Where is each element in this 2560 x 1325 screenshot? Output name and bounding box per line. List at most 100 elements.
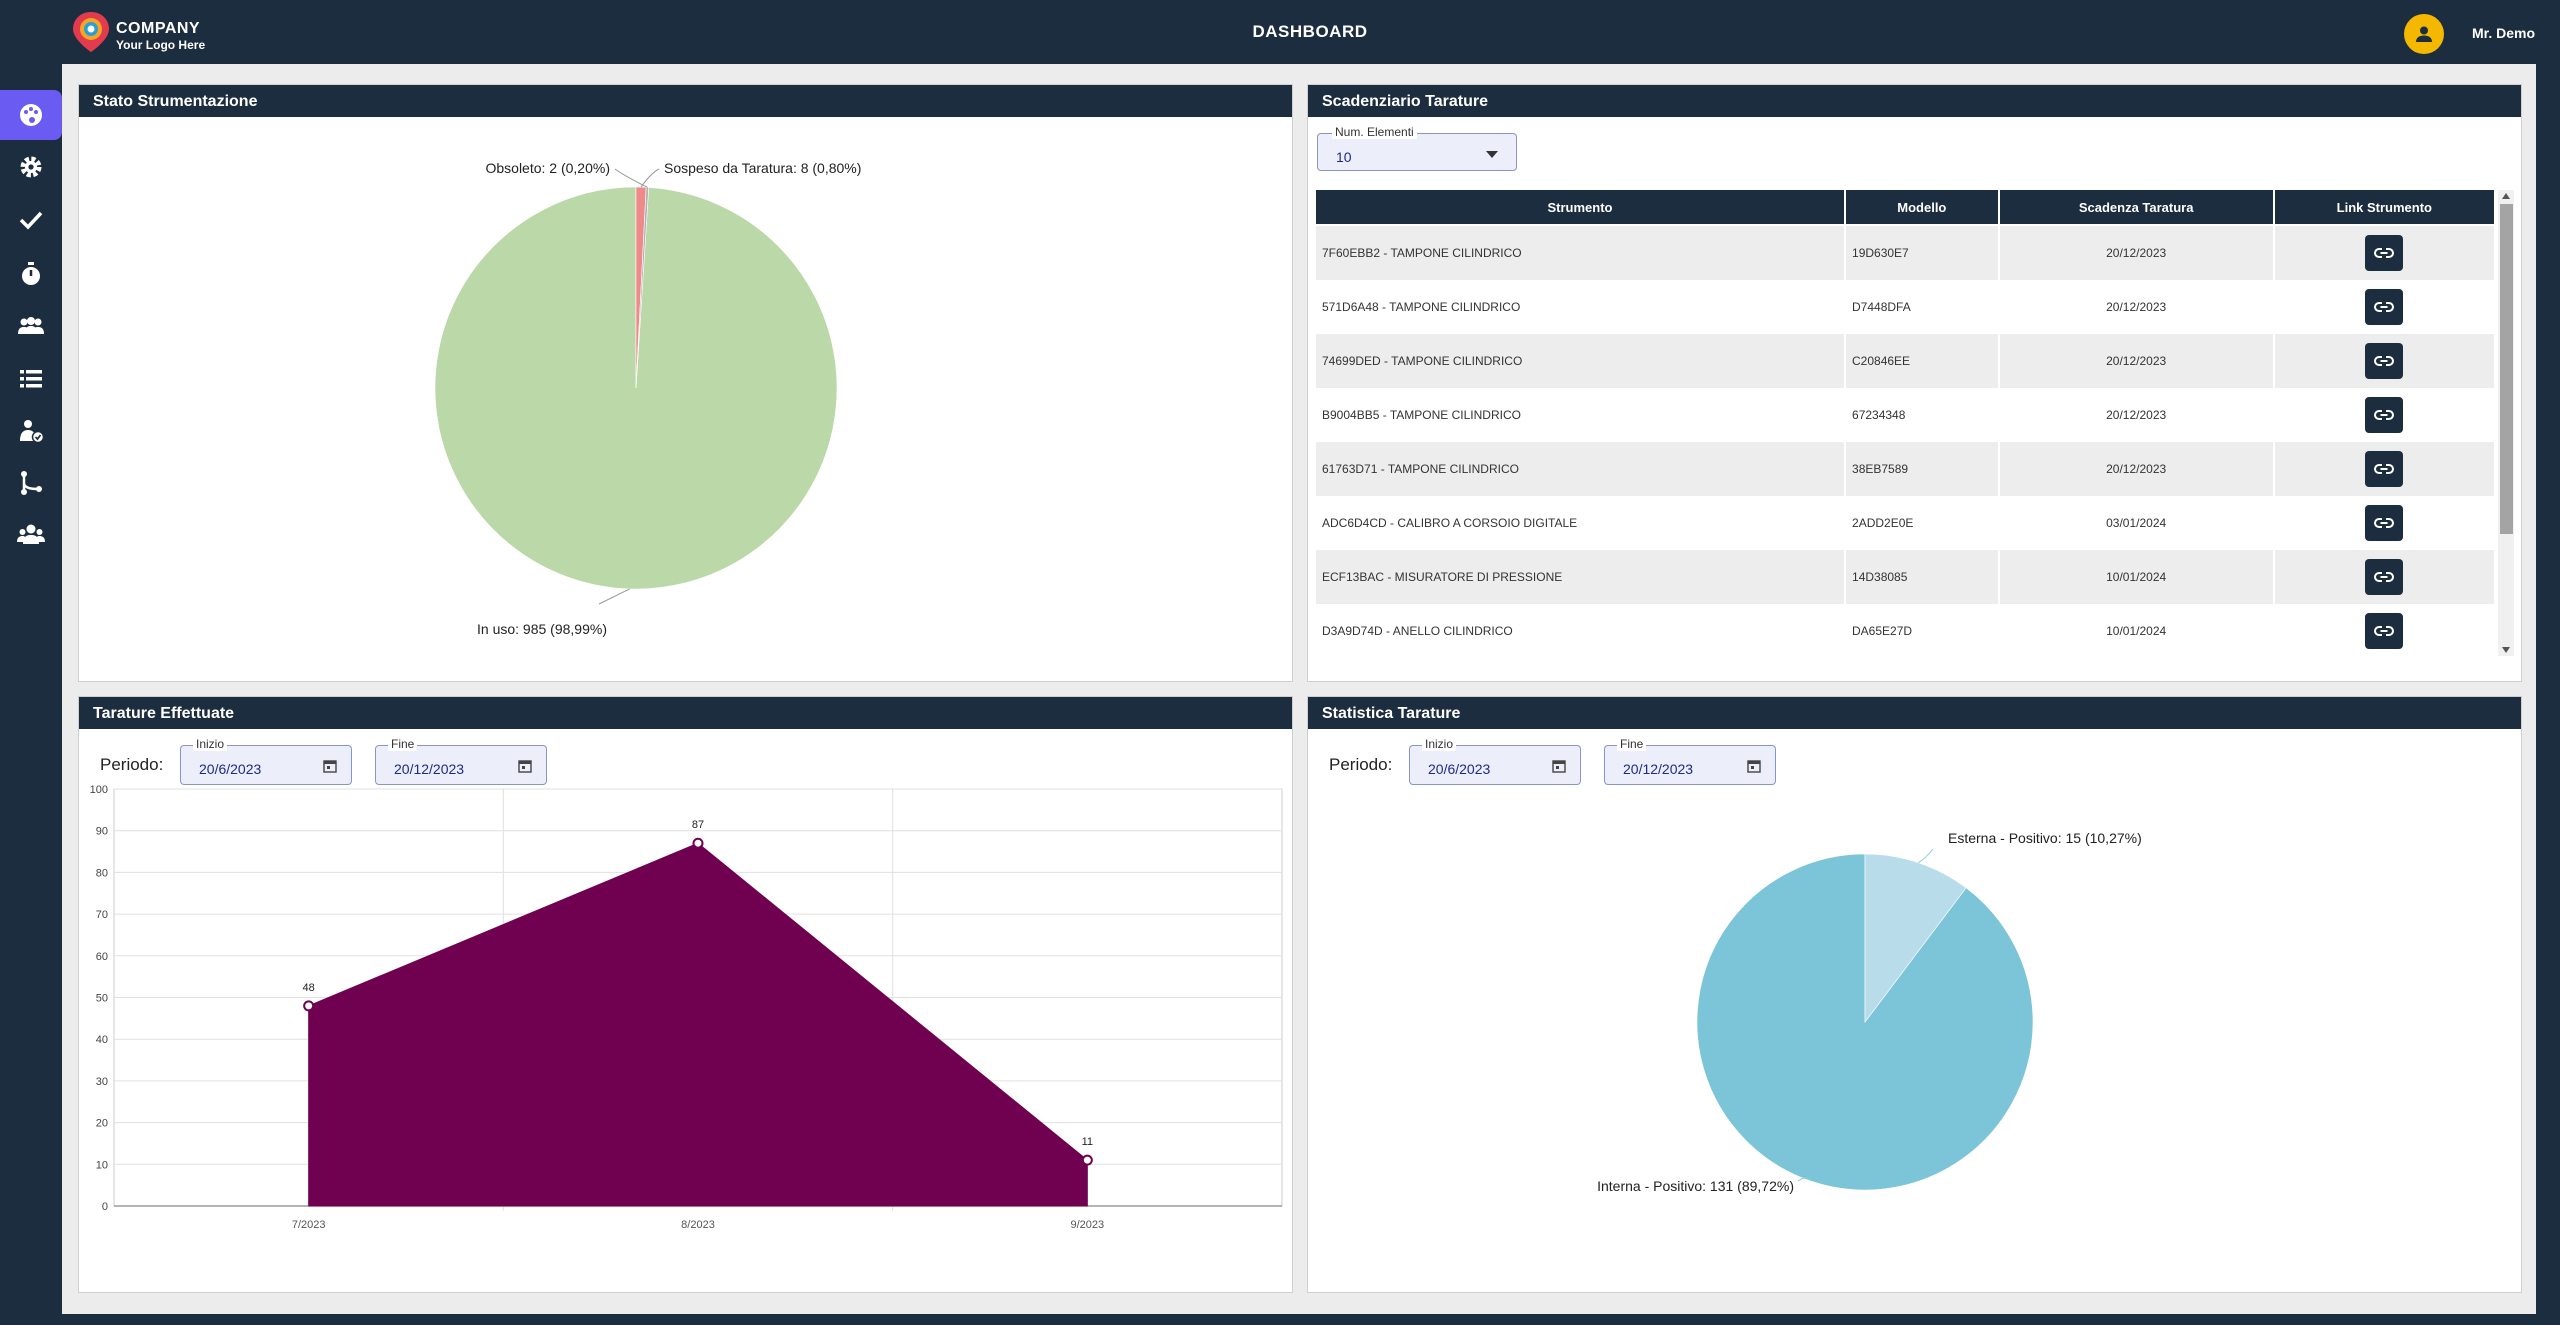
- calendar-icon[interactable]: [323, 759, 337, 773]
- sidebar-item-user-check[interactable]: [0, 406, 62, 456]
- link-strumento-button[interactable]: [2365, 235, 2404, 271]
- calendar-icon[interactable]: [518, 759, 532, 773]
- scadenza-cell: 20/12/2023: [2106, 408, 2167, 422]
- scroll-up-icon[interactable]: [2502, 193, 2510, 199]
- calendar-icon[interactable]: [1552, 759, 1566, 773]
- branch-icon: [21, 471, 42, 495]
- stopwatch-icon: [22, 262, 40, 285]
- x-tick-label: 7/2023: [292, 1219, 326, 1231]
- scadenziario-table: Strumento Modello Scadenza Taratura Link…: [1314, 190, 2496, 658]
- link-icon: [2374, 302, 2395, 312]
- link-strumento-button[interactable]: [2365, 451, 2404, 487]
- stato-card: Stato Strumentazione In uso: 985 (98,99%…: [78, 84, 1293, 682]
- pie-slice-label: Interna - Positivo: 131 (89,72%): [1597, 1178, 1794, 1194]
- pie-slice-label: In uso: 985 (98,99%): [477, 621, 607, 637]
- pie-slice-label: Obsoleto: 2 (0,20%): [485, 160, 610, 176]
- inizio-label: Inizio: [193, 737, 228, 751]
- sidebar-item-branch[interactable]: [0, 458, 62, 508]
- avatar[interactable]: [2404, 14, 2444, 54]
- sidebar-item-team[interactable]: [0, 510, 62, 560]
- company-tagline: Your Logo Here: [116, 38, 206, 52]
- select-label: Num. Elementi: [1332, 125, 1417, 139]
- strumento-cell: 61763D71 - TAMPONE CILINDRICO: [1316, 442, 1845, 496]
- scadenza-cell: 03/01/2024: [2106, 516, 2167, 530]
- data-point[interactable]: [1081, 1154, 1093, 1166]
- link-strumento-button[interactable]: [2365, 289, 2404, 325]
- link-icon: [2374, 248, 2395, 258]
- palette-icon: [20, 104, 42, 126]
- link-icon: [2374, 572, 2395, 582]
- modello-cell: 19D630E7: [1846, 226, 1998, 280]
- fine-value: 20/12/2023: [394, 761, 465, 777]
- y-tick-label: 90: [96, 826, 108, 838]
- link-strumento-button[interactable]: [2365, 397, 2404, 433]
- scadenza-cell: 20/12/2023: [1999, 226, 2273, 280]
- link-cell: [2275, 604, 2494, 658]
- table-scrollbar[interactable]: [2498, 190, 2514, 656]
- column-header[interactable]: Scadenza Taratura: [1999, 190, 2273, 226]
- column-header[interactable]: Modello: [1846, 190, 1998, 226]
- data-label: 48: [303, 982, 315, 994]
- modello-cell: DA65E27D: [1852, 624, 1913, 638]
- company-logo[interactable]: [68, 9, 114, 55]
- pie-slice[interactable]: [1864, 853, 1967, 1023]
- user-icon: [2416, 26, 2432, 42]
- num-elementi-select[interactable]: Num. Elementi 10: [1317, 125, 1517, 171]
- scadenza-cell: 20/12/2023: [1999, 442, 2273, 496]
- strumento-cell: 74699DED - TAMPONE CILINDRICO: [1316, 334, 1845, 388]
- pie-label-line: [640, 168, 660, 188]
- data-point[interactable]: [692, 837, 704, 849]
- stato-pie-chart: In uso: 985 (98,99%) Sospeso da Taratura:…: [434, 160, 861, 637]
- team-icon: [17, 524, 45, 544]
- inizio-date-field[interactable]: Inizio 20/6/2023: [180, 737, 352, 785]
- link-cell: [2274, 334, 2494, 388]
- link-cell: [2274, 550, 2494, 604]
- modello-cell: 38EB7589: [1846, 442, 1998, 496]
- fine-date-field[interactable]: Fine 20/12/2023: [375, 737, 547, 785]
- column-header[interactable]: Strumento: [1316, 190, 1845, 226]
- y-tick-label: 20: [96, 1118, 108, 1130]
- data-point[interactable]: [303, 1000, 315, 1012]
- link-icon: [2374, 356, 2395, 366]
- scroll-thumb[interactable]: [2500, 204, 2513, 534]
- strumento-cell: ADC6D4CD - CALIBRO A CORSOIO DIGITALE: [1322, 516, 1578, 530]
- link-strumento-button[interactable]: [2365, 559, 2404, 595]
- scroll-down-icon[interactable]: [2502, 647, 2510, 653]
- select-value: 10: [1336, 149, 1352, 165]
- link-strumento-button[interactable]: [2365, 505, 2404, 541]
- pie-label-line: [614, 168, 648, 188]
- pie-label-line: [598, 588, 630, 605]
- username[interactable]: Mr. Demo: [2472, 25, 2536, 41]
- inizio-label: Inizio: [1422, 737, 1457, 751]
- list-icon: [20, 370, 42, 388]
- x-tick-label: 8/2023: [681, 1219, 715, 1231]
- sidebar-item-groups[interactable]: [0, 301, 62, 351]
- link-strumento-button[interactable]: [2365, 343, 2404, 379]
- link-cell: [2274, 442, 2494, 496]
- table-row: 571D6A48 - TAMPONE CILINDRICO D7448DFA 20/…: [1316, 280, 2494, 334]
- area-series[interactable]: [308, 842, 1088, 1207]
- sidebar-item-timer[interactable]: [0, 249, 62, 299]
- fine-value: 20/12/2023: [1623, 761, 1694, 777]
- fine-date-field[interactable]: Fine 20/12/2023: [1604, 737, 1776, 785]
- inizio-value: 20/6/2023: [1428, 761, 1491, 777]
- link-strumento-button[interactable]: [2365, 613, 2404, 649]
- calendar-icon[interactable]: [1747, 759, 1761, 773]
- statistica-pie-chart: Interna - Positivo: 131 (89,72%) Esterna …: [1597, 830, 2142, 1194]
- y-tick-label: 70: [96, 909, 108, 921]
- sidebar-item-list[interactable]: [0, 354, 62, 404]
- modello-cell: 2ADD2E0E: [1852, 516, 1914, 530]
- table-row: B9004BB5 - TAMPONE CILINDRICO 67234348 20/…: [1316, 388, 2494, 442]
- column-header[interactable]: Link Strumento: [2274, 190, 2494, 226]
- y-tick-label: 50: [96, 993, 108, 1005]
- tarature-area-chart: 0 10 20 30 40 50 60 70 80 90 100 48 7/2023 87 8/2023 11…: [90, 784, 1283, 1231]
- inizio-date-field[interactable]: Inizio 20/6/2023: [1409, 737, 1581, 785]
- modello-cell: C20846EE: [1846, 334, 1998, 388]
- pie-label-line: [1797, 1177, 1813, 1182]
- check-icon: [19, 211, 43, 230]
- sidebar-item-check[interactable]: [0, 195, 62, 245]
- sidebar-item-settings[interactable]: [0, 142, 62, 192]
- link-cell: [2275, 280, 2494, 334]
- pie-label-line: [1918, 848, 1934, 864]
- sidebar-item-dashboard[interactable]: [0, 90, 62, 140]
